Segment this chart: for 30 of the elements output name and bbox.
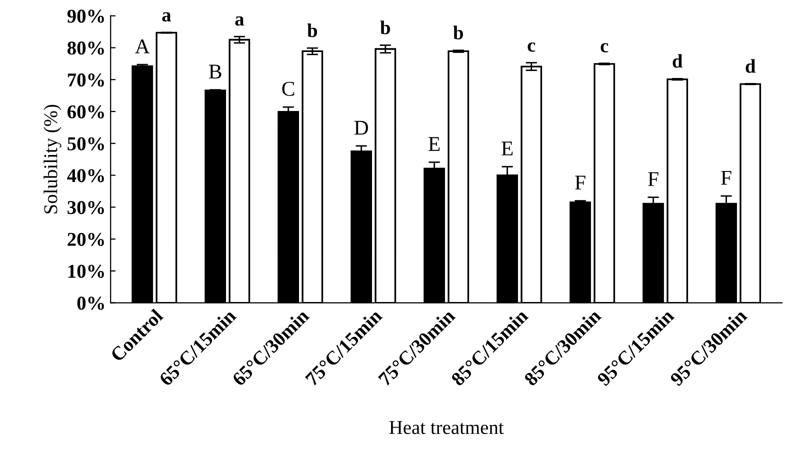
annotation: A bbox=[135, 39, 150, 54]
annotation: B bbox=[208, 64, 222, 78]
annotation: E bbox=[428, 137, 440, 151]
annotation: d bbox=[672, 54, 683, 68]
annotation: C bbox=[282, 82, 294, 96]
annotation: D bbox=[354, 120, 368, 135]
annotation: F bbox=[721, 170, 732, 185]
annotation: E bbox=[502, 142, 513, 156]
x-axis-title: Heat treatment bbox=[389, 421, 504, 434]
y-tick-label: 90% bbox=[67, 10, 104, 23]
y-tick-label: 50% bbox=[68, 137, 104, 150]
y-tick-label: 20% bbox=[68, 232, 104, 246]
y-tick-label: 40% bbox=[67, 169, 104, 182]
annotation: a bbox=[235, 16, 244, 26]
y-tick-label: 60% bbox=[68, 105, 104, 118]
y-tick-label: 0% bbox=[77, 296, 104, 310]
annotation: b bbox=[307, 23, 318, 38]
y-tick-label: 80% bbox=[67, 42, 104, 55]
y-axis-title: Solubility (%) bbox=[44, 104, 62, 214]
annotation: F bbox=[575, 176, 586, 190]
annotation: F bbox=[648, 172, 658, 186]
y-tick-label: 10% bbox=[68, 264, 104, 278]
annotation: c bbox=[600, 43, 608, 52]
annotation: a bbox=[162, 12, 172, 22]
annotation: b bbox=[380, 20, 390, 34]
annotation: c bbox=[528, 42, 536, 52]
annotation: d bbox=[746, 59, 756, 73]
y-tick-label: 70% bbox=[68, 73, 104, 87]
annotation: b bbox=[453, 26, 464, 40]
y-tick-label: 30% bbox=[68, 200, 104, 214]
